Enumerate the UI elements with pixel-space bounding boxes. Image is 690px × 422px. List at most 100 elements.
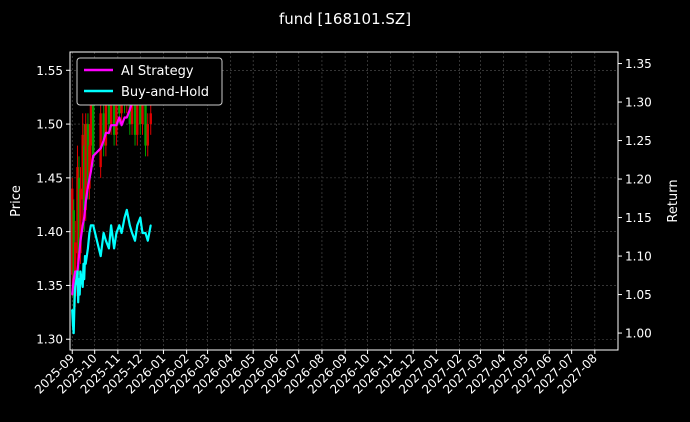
candle-body — [141, 102, 144, 125]
y2-tick-label: 1.15 — [625, 211, 652, 225]
legend: AI Strategy Buy-and-Hold — [76, 57, 223, 106]
y2-axis-label: Return — [666, 179, 681, 222]
series-point — [79, 239, 82, 242]
series-point — [78, 278, 80, 281]
series-point — [104, 239, 107, 242]
series-point — [82, 262, 85, 265]
y2-tick-label: 1.10 — [625, 250, 652, 264]
candle-body — [71, 188, 74, 275]
y2-tick-label: 1.20 — [625, 173, 652, 187]
series-point — [136, 224, 139, 227]
series-point — [102, 139, 105, 142]
series-point — [83, 216, 86, 219]
series-point — [99, 147, 102, 150]
y2-tick-label: 1.00 — [625, 327, 652, 341]
series-point — [118, 116, 121, 119]
series-point — [92, 155, 95, 157]
series-point — [102, 232, 105, 234]
plot-frame — [69, 51, 619, 351]
candle-body — [91, 102, 95, 157]
series-point — [73, 301, 76, 304]
candle-body — [107, 91, 111, 125]
series-point — [128, 224, 131, 227]
series-point — [107, 131, 110, 134]
series-point — [115, 124, 118, 127]
candle-body — [88, 145, 91, 189]
series-point — [90, 170, 92, 173]
candle-body — [102, 113, 105, 146]
series-point — [90, 224, 92, 227]
series-point — [125, 208, 128, 211]
series-point — [123, 116, 126, 119]
y2-tick-label: 1.35 — [625, 57, 652, 71]
series-point — [120, 232, 123, 234]
candle-body — [144, 102, 147, 146]
y2-tick-label: 1.30 — [625, 96, 652, 110]
series-point — [104, 131, 107, 134]
candle-body — [139, 91, 142, 125]
series-point — [88, 232, 91, 234]
series-point — [72, 332, 75, 334]
right-y-axis: 1.00 1.05 1.10 1.15 1.20 1.25 1.30 1.35 — [618, 57, 652, 341]
candle-body — [89, 102, 93, 146]
series-point — [107, 247, 110, 250]
series-point — [79, 270, 82, 273]
series-point — [81, 285, 84, 288]
left-y-axis: 1.30 1.35 1.40 1.45 1.50 1.55 — [36, 64, 70, 347]
candle-body — [130, 102, 134, 125]
legend-label-buy-and-hold: Buy-and-Hold — [121, 85, 209, 100]
candle-body — [149, 113, 152, 125]
candle-body — [76, 167, 79, 254]
series-point — [115, 232, 118, 234]
series-point — [87, 247, 89, 250]
series-point — [78, 293, 81, 296]
series-point — [74, 285, 77, 288]
candle-body — [74, 242, 77, 297]
series-point — [131, 232, 133, 234]
candle-body — [83, 145, 86, 211]
series-point — [125, 116, 128, 119]
series-point — [88, 178, 91, 180]
y-tick-label: 1.50 — [36, 118, 63, 132]
series-point — [128, 108, 131, 111]
series-point — [110, 124, 113, 127]
series-point — [113, 247, 116, 250]
candle-body — [104, 91, 108, 146]
y-tick-label: 1.30 — [36, 333, 63, 347]
series-point — [71, 309, 74, 311]
series-point — [110, 224, 113, 227]
y2-tick-label: 1.05 — [625, 288, 652, 302]
candle-body — [146, 124, 149, 146]
candle-body — [72, 210, 75, 297]
candle-body — [81, 134, 84, 200]
series-point — [71, 293, 74, 296]
series-point — [74, 270, 77, 273]
candle-body — [136, 91, 139, 135]
series-point — [139, 216, 142, 219]
y-tick-label: 1.40 — [36, 225, 63, 239]
series-point — [113, 124, 116, 127]
y-tick-label: 1.55 — [36, 64, 63, 78]
series-point — [78, 255, 80, 257]
series-point — [141, 232, 144, 234]
candle-body — [133, 102, 137, 135]
series-point — [118, 224, 121, 227]
y-tick-label: 1.45 — [36, 171, 63, 185]
candle-body — [115, 91, 118, 135]
series-point — [149, 224, 152, 227]
series-point — [84, 255, 86, 257]
series-point — [123, 216, 126, 219]
legend-label-ai-strategy: AI Strategy — [121, 64, 194, 79]
y2-tick-label: 1.25 — [625, 134, 652, 148]
series-point — [120, 124, 123, 127]
candle-body — [99, 113, 102, 168]
candle-body — [84, 124, 87, 211]
series-point — [81, 224, 84, 227]
series-point — [72, 324, 74, 327]
series-point — [83, 278, 86, 281]
series-point — [87, 185, 89, 188]
series-point — [146, 239, 149, 242]
candle-body — [79, 188, 82, 254]
series-point — [92, 224, 95, 227]
